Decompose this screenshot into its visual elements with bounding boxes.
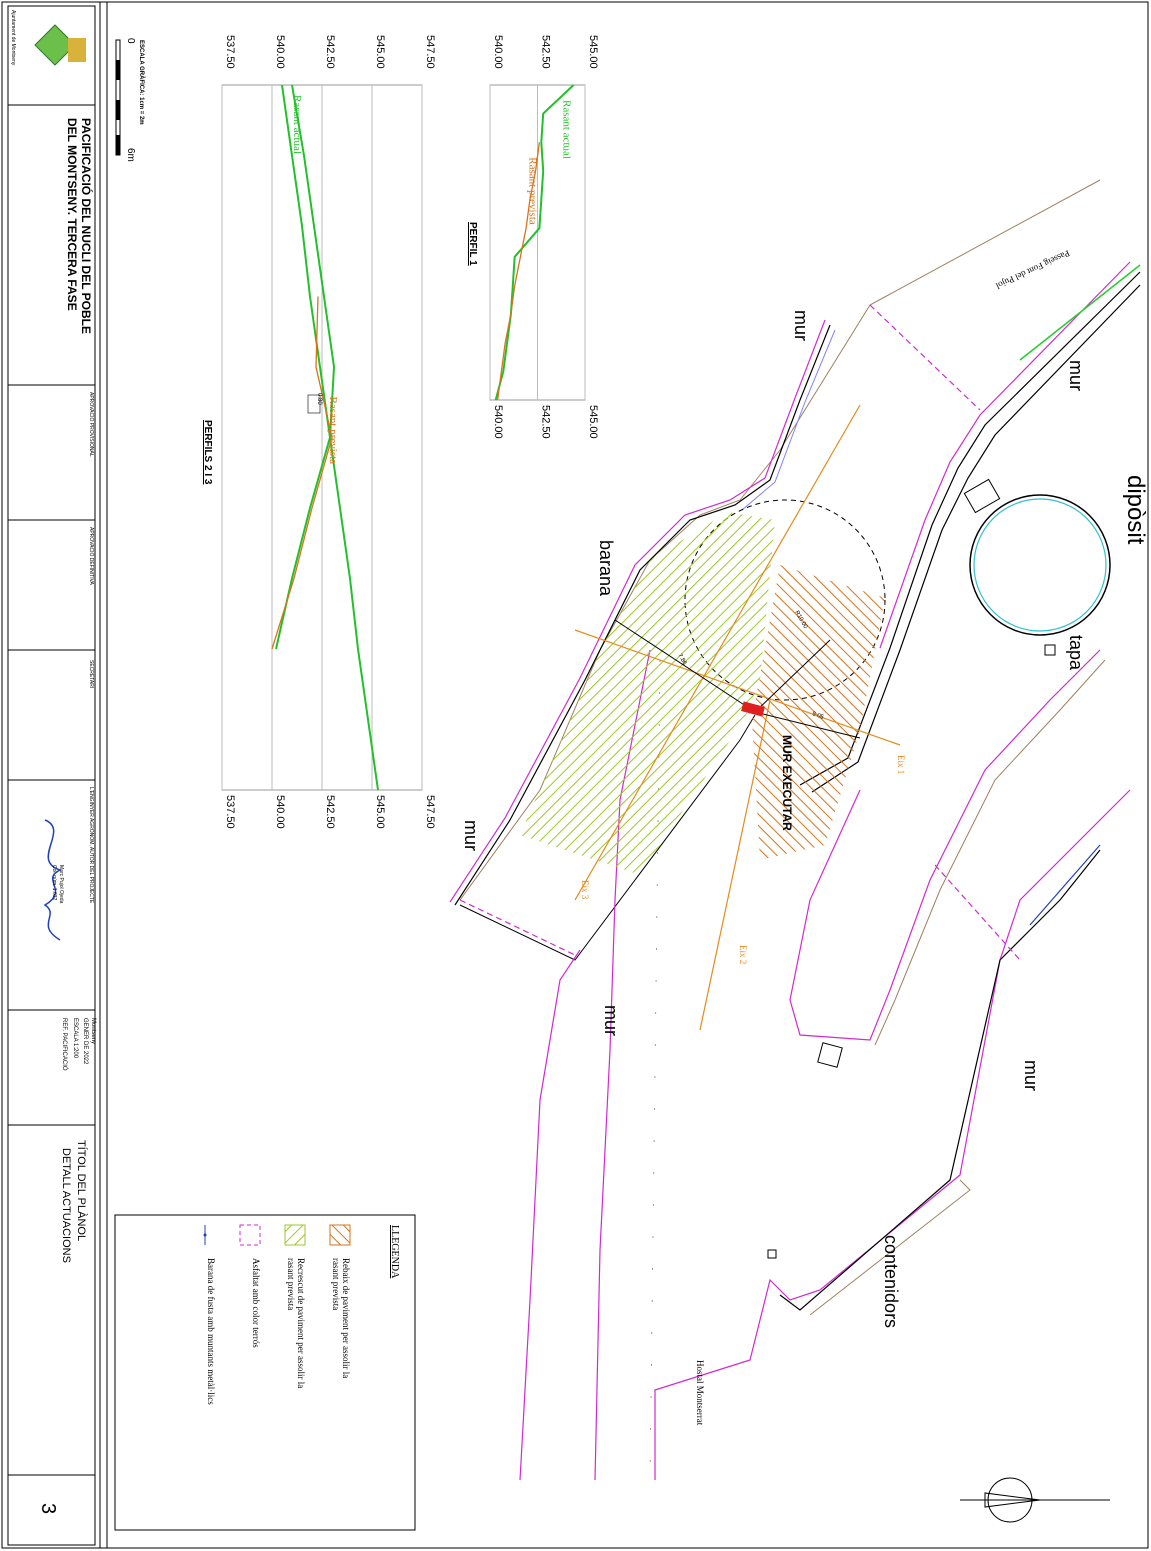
map-label: mur bbox=[601, 1005, 621, 1036]
line-label: Rasant actual bbox=[561, 100, 573, 159]
engineer-name: Marc Pujol Ojeda bbox=[58, 865, 64, 904]
logo-caption: Ajuntament de Montseny bbox=[10, 10, 16, 66]
signature bbox=[43, 819, 62, 941]
tick-label: 542.50 bbox=[324, 795, 336, 829]
scale: ESCALA 1:200 bbox=[72, 1018, 78, 1059]
map-label: contenidors bbox=[881, 1235, 901, 1328]
map-label: MUR EXECUTAR bbox=[780, 735, 794, 831]
tick-label: 540.00 bbox=[274, 795, 286, 829]
dimension: 7.86 bbox=[676, 653, 687, 667]
line-label: Rasant prevista bbox=[526, 157, 538, 225]
logo bbox=[34, 24, 86, 66]
map-label: barana bbox=[596, 540, 616, 597]
line-label: Rasant actual bbox=[291, 95, 303, 154]
axis-label: Eix 1 bbox=[896, 755, 906, 774]
map-label: mur bbox=[1021, 1060, 1041, 1091]
project-title: PACIFICACIÓ DEL NUCLI DEL POBLE bbox=[79, 118, 94, 334]
engineer-number: Col. núm. 1.632 bbox=[51, 865, 57, 901]
map-drawing bbox=[449, 179, 1141, 1481]
map-label: mur bbox=[1066, 360, 1086, 391]
map-label: mur bbox=[461, 820, 481, 851]
legend-item: rasant prevista bbox=[286, 1258, 296, 1310]
sheet-title: DETALL ACTUACIONS bbox=[60, 1148, 72, 1263]
profile-line bbox=[271, 296, 333, 650]
profile-line bbox=[275, 84, 336, 650]
tick-label: 547.50 bbox=[424, 35, 436, 69]
north-arrow bbox=[960, 1477, 1110, 1523]
reference: REF. PACIFICACIÓ bbox=[61, 1018, 68, 1071]
profile-title: PERFIL 1 bbox=[467, 222, 478, 266]
secretary-label: SECRETARI bbox=[88, 660, 94, 688]
tick-label: 542.50 bbox=[540, 35, 552, 69]
tick-label: 542.50 bbox=[540, 405, 552, 439]
annotation-box bbox=[307, 394, 321, 414]
legend-item: rasant prevista bbox=[331, 1258, 341, 1310]
title-block-text: Ajuntament de Montseny PACIFICACIÓ DEL N… bbox=[10, 10, 96, 1514]
approval-label: APROVACIÓ DEFINITIVA bbox=[88, 527, 95, 586]
scale-label: ESCALA GRÀFICA: 1cm = 2m bbox=[138, 40, 145, 125]
scale-start: 0 bbox=[125, 38, 136, 44]
map-label: mur bbox=[791, 310, 811, 341]
legend-item: Rebaix de paviment per assolir la bbox=[341, 1258, 351, 1378]
tick-label: 545.00 bbox=[374, 795, 386, 829]
annotation: 0.80 bbox=[316, 393, 322, 405]
tick-label: 540.00 bbox=[492, 405, 504, 439]
profiles: 545.00 545.00 542.50 542.50 540.00 540.00 Rasa… bbox=[202, 35, 599, 829]
street-label: Passeig Font del Pujol bbox=[994, 248, 1071, 291]
tick-label: 545.00 bbox=[374, 35, 386, 69]
profile-title: PERFILS 2 I 3 bbox=[202, 420, 213, 485]
map-label: tapa bbox=[1066, 635, 1086, 671]
approval-label: APROVACIÓ PROVISIONAL bbox=[88, 392, 95, 457]
axis-label: Eix 3 bbox=[580, 880, 590, 900]
legend: LLEGENDA Rebaix de paviment per assolir … bbox=[114, 1214, 416, 1531]
tick-label: 542.50 bbox=[324, 35, 336, 69]
tick-label: 545.00 bbox=[587, 405, 599, 439]
sheet-title-label: TÍTOL DEL PLÀNOL bbox=[75, 1140, 88, 1241]
engineer-label: L'ENGINYER AGRÒNOM, AUTOR DEL PROJECTE bbox=[88, 787, 95, 904]
axis-label: Eix 2 bbox=[738, 945, 748, 964]
legend-item: Recrescut de paviment per assolir la bbox=[296, 1258, 306, 1388]
tick-label: 547.50 bbox=[424, 795, 436, 829]
legend-title: LLEGENDA bbox=[389, 1225, 400, 1279]
map-label: dipòsit bbox=[1122, 475, 1149, 545]
project-title: DEL MONTSENY. TERCERA FASE bbox=[65, 118, 79, 311]
tick-label: 537.50 bbox=[224, 35, 236, 69]
date: GENER DE 2022 bbox=[82, 1018, 88, 1065]
sheet-number: 3 bbox=[37, 1503, 59, 1514]
profile-line bbox=[496, 142, 541, 401]
scale-end: 6m bbox=[125, 148, 136, 162]
profile-line bbox=[494, 84, 575, 401]
tick-label: 540.00 bbox=[492, 35, 504, 69]
map-label: Hostal Montserrat bbox=[695, 1360, 705, 1426]
dimension: 5.05 bbox=[811, 711, 825, 721]
place: Montseny bbox=[90, 1018, 96, 1044]
tick-label: 537.50 bbox=[224, 795, 236, 829]
line-label: Rasant prevista bbox=[327, 397, 339, 465]
legend-item: Asfaltat amb color terrós bbox=[251, 1258, 261, 1348]
tick-label: 540.00 bbox=[274, 35, 286, 69]
legend-item: Barana de fusta amb muntants metàl·lics bbox=[206, 1258, 216, 1405]
graphic-scale: ESCALA GRÀFICA: 1cm = 2m 0 6m bbox=[115, 38, 145, 162]
tick-label: 545.00 bbox=[587, 35, 599, 69]
